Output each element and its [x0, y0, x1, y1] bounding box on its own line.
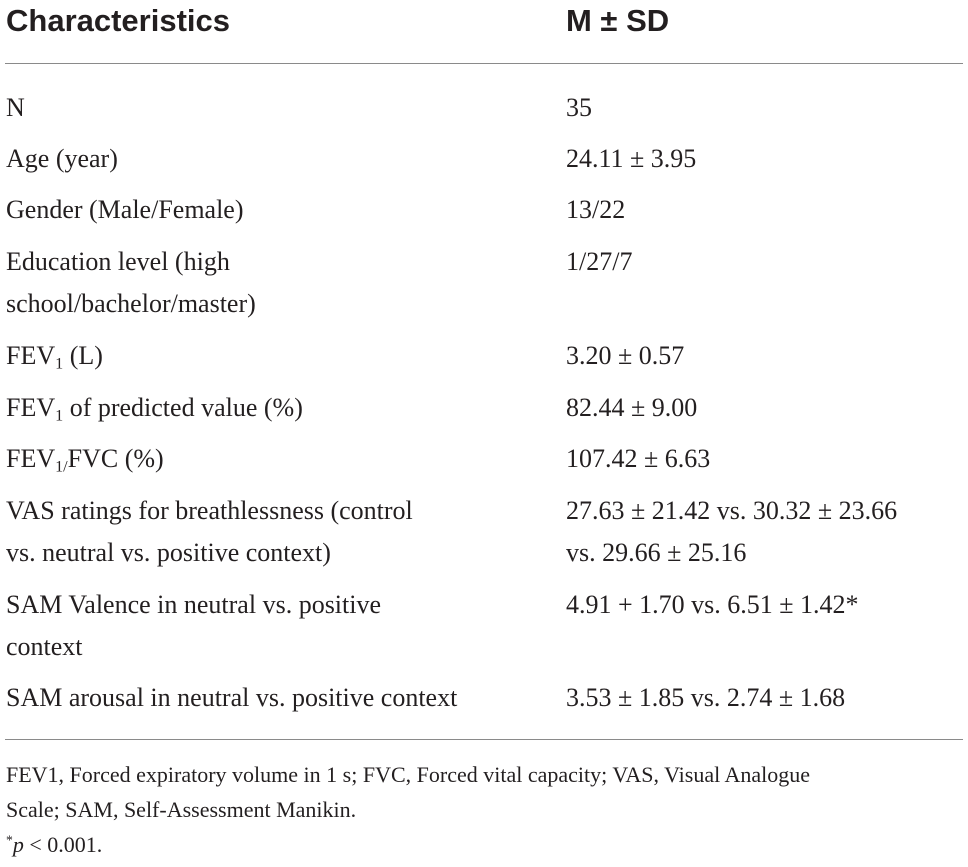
row-value-line: vs. 29.66 ± 25.16	[566, 538, 747, 567]
footnote-line: FEV1, Forced expiratory volume in 1 s; F…	[6, 762, 811, 787]
row-value: 3.53 ± 1.85 vs. 2.74 ± 1.68	[566, 677, 966, 719]
footnote-significance: *p < 0.001.	[6, 827, 966, 862]
row-value-line: 3.53 ± 1.85 vs. 2.74 ± 1.68	[566, 683, 846, 712]
row-label: FEV1/FVC (%)	[6, 438, 551, 480]
row-label-line: VAS ratings for breathlessness (control	[6, 496, 413, 525]
row-label: Age (year)	[6, 138, 551, 180]
row-value: 4.91 + 1.70 vs. 6.51 ± 1.42*	[566, 584, 966, 626]
significance-mark: *	[6, 832, 13, 848]
row-label-line: FEV1 of predicted value (%)	[6, 387, 551, 429]
p-symbol: p	[12, 832, 24, 857]
row-value-line: 107.42 ± 6.63	[566, 444, 711, 473]
header-characteristics: Characteristics	[6, 3, 231, 38]
label-subscript: 1	[55, 355, 64, 373]
label-text: FVC (%)	[67, 444, 164, 473]
row-label-line: context	[6, 632, 83, 661]
row-value: 1/27/7	[566, 241, 966, 283]
table-footnote: FEV1, Forced expiratory volume in 1 s; F…	[6, 757, 966, 862]
label-subscript: 1/	[55, 458, 68, 476]
row-value: 35	[566, 87, 966, 129]
table-bottom-divider	[5, 739, 963, 740]
row-label-line: N	[6, 93, 25, 122]
row-label-line: Age (year)	[6, 144, 118, 173]
row-label-line: vs. neutral vs. positive context)	[6, 538, 331, 567]
row-label-line: Education level (high	[6, 247, 230, 276]
row-label: Gender (Male/Female)	[6, 189, 551, 231]
label-text: FEV	[6, 444, 56, 473]
row-value-line: 1/27/7	[566, 247, 633, 276]
header-stat: M ± SD	[566, 3, 670, 38]
table-header: Characteristics M ± SD	[0, 0, 968, 64]
row-value: 13/22	[566, 189, 966, 231]
row-value: 82.44 ± 9.00	[566, 387, 966, 429]
row-label: N	[6, 87, 551, 129]
row-value: 3.20 ± 0.57	[566, 335, 966, 377]
row-label-line: school/bachelor/master)	[6, 289, 256, 318]
row-label-line: FEV1 (L)	[6, 335, 551, 377]
row-label: FEV1 (L)	[6, 335, 551, 377]
row-value: 107.42 ± 6.63	[566, 438, 966, 480]
row-value: 27.63 ± 21.42 vs. 30.32 ± 23.66 vs. 29.6…	[566, 490, 966, 574]
row-label: VAS ratings for breathlessness (control …	[6, 490, 551, 574]
row-value: 24.11 ± 3.95	[566, 138, 966, 180]
row-value-line: 82.44 ± 9.00	[566, 393, 698, 422]
row-label: SAM Valence in neutral vs. positive cont…	[6, 584, 551, 668]
label-text: FEV	[6, 393, 56, 422]
row-value-line: 27.63 ± 21.42 vs. 30.32 ± 23.66	[566, 496, 898, 525]
row-label-line: SAM arousal in neutral vs. positive cont…	[6, 683, 458, 712]
label-text: of predicted value (%)	[63, 393, 303, 422]
label-subscript: 1	[55, 407, 64, 425]
header-divider	[5, 63, 963, 64]
significance-threshold: < 0.001.	[23, 832, 103, 857]
row-label-line: FEV1/FVC (%)	[6, 438, 551, 480]
row-value-line: 3.20 ± 0.57	[566, 341, 685, 370]
row-value-line: 35	[566, 93, 592, 122]
row-label: FEV1 of predicted value (%)	[6, 387, 551, 429]
row-label-line: SAM Valence in neutral vs. positive	[6, 590, 382, 619]
row-value-line: 13/22	[566, 195, 626, 224]
row-value-line: 24.11 ± 3.95	[566, 144, 697, 173]
row-label: SAM arousal in neutral vs. positive cont…	[6, 677, 551, 719]
footnote-line: Scale; SAM, Self-Assessment Manikin.	[6, 797, 357, 822]
label-text: FEV	[6, 341, 56, 370]
label-text: (L)	[63, 341, 103, 370]
row-value-line: 4.91 + 1.70 vs. 6.51 ± 1.42*	[566, 590, 859, 619]
row-label-line: Gender (Male/Female)	[6, 195, 244, 224]
row-label: Education level (high school/bachelor/ma…	[6, 241, 551, 325]
